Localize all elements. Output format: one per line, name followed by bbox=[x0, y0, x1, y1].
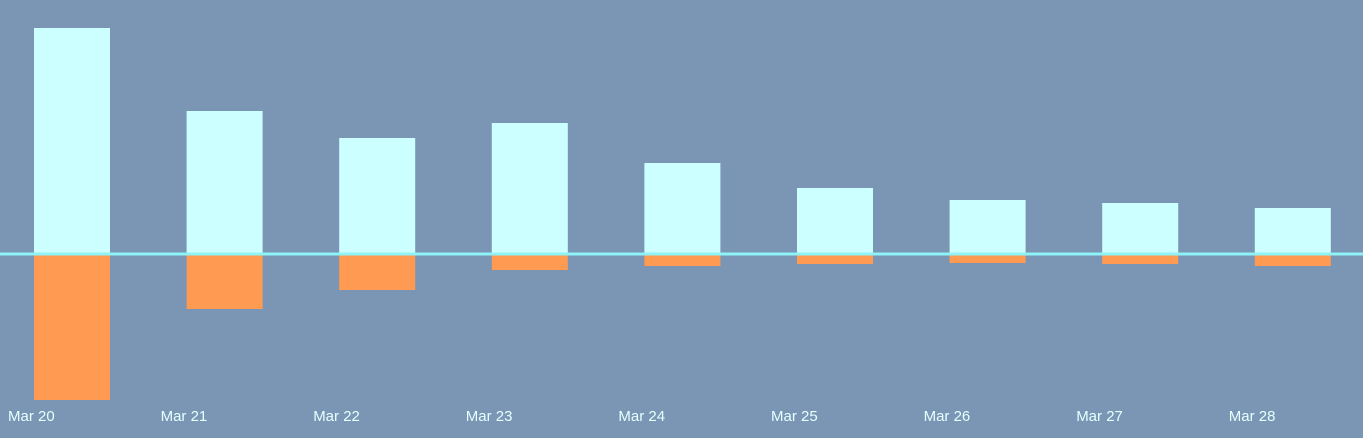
bar bbox=[1254, 255, 1331, 266]
x-tick-label: Mar 23 bbox=[466, 408, 513, 425]
bar bbox=[186, 255, 263, 309]
bar bbox=[797, 255, 873, 264]
bar bbox=[949, 255, 1026, 263]
x-tick-label: Mar 20 bbox=[8, 408, 55, 425]
bar bbox=[491, 255, 568, 270]
bar bbox=[797, 188, 873, 255]
bar bbox=[34, 28, 110, 255]
bar bbox=[644, 255, 721, 266]
x-tick-label: Mar 24 bbox=[618, 408, 665, 425]
x-tick-label: Mar 22 bbox=[313, 408, 360, 425]
bar bbox=[186, 111, 263, 255]
bar bbox=[491, 123, 568, 255]
x-tick-label: Mar 27 bbox=[1076, 408, 1123, 425]
bar bbox=[644, 163, 721, 255]
bar bbox=[949, 200, 1026, 255]
bar bbox=[339, 138, 416, 255]
bar bbox=[339, 255, 416, 290]
x-tick-label: Mar 28 bbox=[1229, 408, 1276, 425]
bar bbox=[34, 255, 110, 400]
bar bbox=[1102, 255, 1179, 264]
x-tick-label: Mar 26 bbox=[924, 408, 971, 425]
x-tick-label: Mar 21 bbox=[161, 408, 208, 425]
x-tick-label: Mar 25 bbox=[771, 408, 818, 425]
bar bbox=[1254, 208, 1331, 255]
bar bbox=[1102, 203, 1179, 255]
